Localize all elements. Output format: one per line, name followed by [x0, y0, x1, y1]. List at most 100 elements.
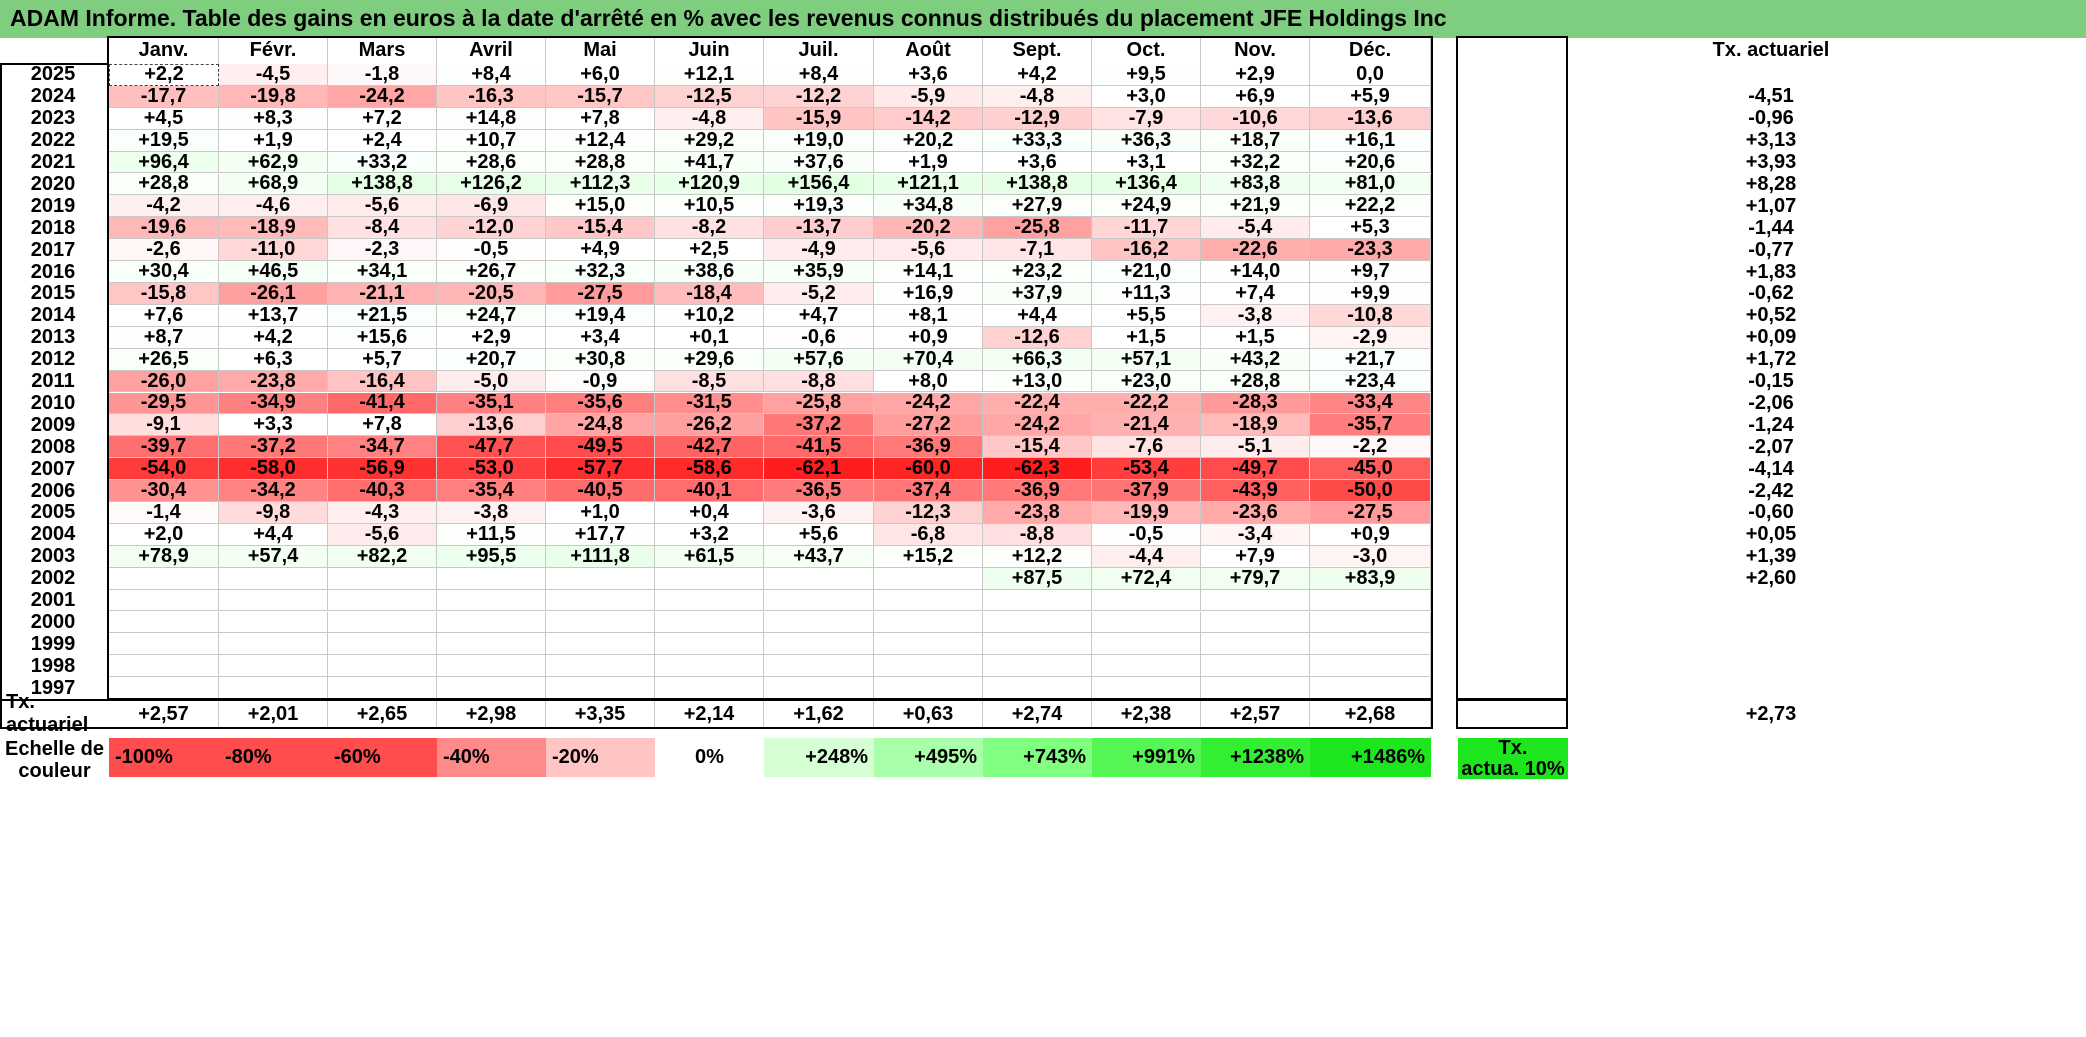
table-cell: -12,5: [655, 85, 764, 108]
table-cell: +4,4: [983, 304, 1092, 327]
year-label: 2017: [30, 238, 76, 261]
color-scale-swatch: +248%: [764, 738, 874, 777]
year-label: 2004: [30, 523, 76, 546]
table-cell: +57,1: [1092, 348, 1201, 371]
table-cell: -8,8: [764, 370, 874, 393]
table-cell: -26,0: [109, 370, 219, 393]
table-cell: -24,2: [874, 391, 983, 415]
table-cell: +14,1: [874, 260, 983, 283]
table-cell: +24,9: [1092, 194, 1201, 218]
table-cell: [874, 589, 983, 612]
annual-rate-cell: -2,06: [1748, 391, 1794, 414]
summary-cell: +2,65: [328, 700, 437, 728]
table-cell: [219, 677, 328, 700]
year-label: 1999: [30, 632, 76, 655]
table-cell: +10,2: [655, 304, 764, 327]
color-scale-label-line2: couleur: [18, 759, 91, 782]
table-cell: +22,2: [1310, 194, 1431, 218]
table-cell: -26,2: [655, 413, 764, 437]
annual-rate-cell: +0,52: [1745, 304, 1797, 327]
table-cell: +7,6: [109, 304, 219, 327]
table-cell: +112,3: [546, 172, 655, 196]
annual-scale-label-line1: Tx.: [1498, 736, 1528, 759]
color-scale-swatch: +1238%: [1201, 738, 1310, 777]
table-cell: -62,3: [983, 457, 1092, 481]
table-cell: [764, 567, 874, 590]
table-cell: +20,2: [874, 129, 983, 152]
table-cell: -1,8: [328, 63, 437, 86]
table-cell: -16,4: [328, 370, 437, 393]
table-cell: +3,0: [1092, 85, 1201, 108]
table-cell: [546, 589, 655, 612]
table-cell: -3,0: [1310, 545, 1431, 568]
annual-rate-cell: [1458, 677, 2084, 699]
table-cell: -35,7: [1310, 413, 1431, 437]
table-cell: +8,3: [219, 107, 328, 130]
table-cell: +19,5: [109, 129, 219, 152]
table-cell: +37,9: [983, 282, 1092, 305]
table-cell: -56,9: [328, 457, 437, 481]
month-header: Févr.: [219, 36, 328, 64]
table-cell: +4,4: [219, 523, 328, 546]
table-cell: [328, 611, 437, 634]
table-cell: +29,6: [655, 348, 764, 371]
table-cell: +33,3: [983, 129, 1092, 152]
table-cell: +1,5: [1201, 326, 1310, 349]
table-cell: -3,8: [437, 501, 546, 524]
table-cell: -49,5: [546, 435, 655, 459]
table-cell: -0,5: [1092, 523, 1201, 546]
summary-cell: +2,14: [655, 700, 764, 728]
table-cell: +3,6: [874, 63, 983, 86]
table-cell: [437, 655, 546, 678]
table-cell: -47,7: [437, 435, 546, 459]
table-cell: -21,1: [328, 282, 437, 305]
table-cell: -7,1: [983, 238, 1092, 262]
table-cell: +21,5: [328, 304, 437, 327]
table-cell: -36,5: [764, 479, 874, 502]
color-scale-swatch: +1486%: [1310, 738, 1431, 777]
table-cell: [219, 611, 328, 634]
table-cell: +7,9: [1201, 545, 1310, 568]
table-cell: +15,6: [328, 326, 437, 349]
table-cell: +7,2: [328, 107, 437, 130]
table-cell: -15,4: [546, 216, 655, 240]
table-cell: -62,1: [764, 457, 874, 481]
table-cell: +3,1: [1092, 151, 1201, 174]
table-cell: -5,6: [328, 194, 437, 218]
table-cell: -26,1: [219, 282, 328, 305]
table-cell: -6,8: [874, 523, 983, 546]
table-cell: [219, 589, 328, 612]
table-cell: +57,4: [219, 545, 328, 568]
year-label: 2019: [30, 194, 76, 217]
table-cell: +4,2: [219, 326, 328, 349]
annual-rate-cell: +8,28: [1745, 172, 1797, 195]
color-scale-swatch: 0%: [655, 738, 764, 777]
year-label: 2016: [30, 260, 76, 283]
year-label: 2007: [30, 457, 76, 480]
month-header: Oct.: [1092, 36, 1201, 64]
annual-rate-cell: -0,77: [1748, 238, 1794, 261]
table-cell: +16,1: [1310, 129, 1431, 152]
table-cell: -4,5: [219, 63, 328, 86]
annual-rate-cell: +3,13: [1745, 129, 1797, 152]
table-cell: +32,3: [546, 260, 655, 283]
table-cell: -0,6: [764, 326, 874, 349]
table-cell: +41,7: [655, 151, 764, 174]
table-cell: +7,4: [1201, 282, 1310, 305]
annual-rate-cell: -0,62: [1748, 282, 1794, 305]
color-scale-label: Echelle de couleur: [0, 738, 109, 782]
summary-cell: +2,01: [219, 700, 328, 728]
annual-rate-cell: -1,44: [1748, 216, 1794, 239]
month-header: Avril: [437, 36, 546, 64]
table-cell: +57,6: [764, 348, 874, 371]
table-cell: -37,2: [764, 413, 874, 437]
table-cell: +8,4: [437, 63, 546, 86]
annual-rate-cell: +0,05: [1745, 523, 1797, 546]
table-cell: -5,0: [437, 370, 546, 393]
year-label: 2024: [30, 85, 76, 108]
table-cell: +33,2: [328, 151, 437, 174]
color-scale-swatch: +991%: [1092, 738, 1201, 777]
table-cell: [437, 567, 546, 590]
table-cell: -8,8: [983, 523, 1092, 546]
table-cell: -5,6: [874, 238, 983, 262]
